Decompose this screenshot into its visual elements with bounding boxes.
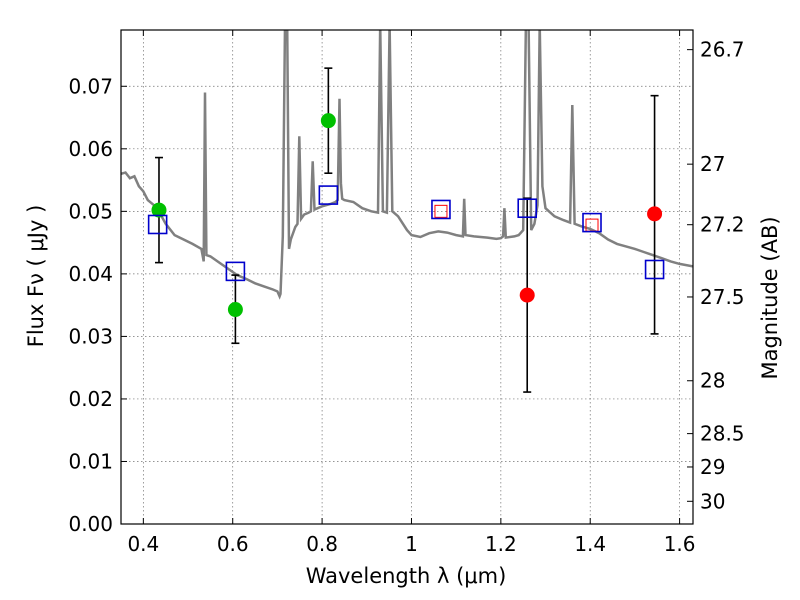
sed-model-curve — [121, 30, 693, 300]
model-box-marker — [582, 212, 602, 233]
right-y-tick-label: 28 — [700, 369, 725, 393]
y-tick-label: 0.03 — [68, 324, 113, 348]
right-y-tick-label: 30 — [700, 489, 725, 513]
y-axis-label: Flux Fν ( μJy ) — [24, 205, 48, 348]
y-tick-label: 0.04 — [68, 262, 113, 286]
x-tick-label: 0.4 — [127, 532, 159, 556]
right-y-tick-label: 28.5 — [700, 422, 745, 446]
y-tick-label: 0.07 — [68, 74, 113, 98]
x-tick-label: 0.6 — [217, 532, 249, 556]
grid-layer — [121, 30, 693, 525]
model-box-marker — [318, 185, 339, 205]
plot-frame — [120, 29, 694, 525]
green-data-point — [151, 202, 167, 218]
right-y-tick-label: 29 — [700, 455, 725, 479]
right-y-tick-label: 26.7 — [700, 38, 745, 62]
points-layer — [147, 67, 665, 393]
y-tick-label: 0.05 — [68, 199, 113, 223]
right-y-tick-label: 27.5 — [700, 285, 745, 309]
model-box-marker — [644, 259, 665, 280]
x-tick-label: 0.8 — [306, 532, 338, 556]
green-data-point — [227, 302, 243, 318]
y-tick-label: 0.01 — [68, 449, 113, 473]
right-y-tick-label: 27.2 — [700, 213, 745, 237]
x-tick-label: 1.6 — [664, 532, 696, 556]
model-box-marker — [225, 261, 246, 282]
right-y-tick-label: 27 — [700, 152, 725, 176]
model-box-marker — [147, 214, 168, 235]
red-data-point — [519, 287, 535, 303]
model-box-marker — [517, 198, 538, 219]
x-tick-label: 1.2 — [485, 532, 517, 556]
red-limit-marker — [434, 204, 448, 218]
green-data-point — [320, 113, 336, 129]
model-box-marker — [431, 199, 451, 220]
sed-curve-layer — [121, 30, 693, 300]
right-y-axis-label: Magnitude (AB) — [758, 216, 782, 379]
y-tick-label: 0.00 — [68, 512, 113, 536]
axes-layer: 0.4 0.6 0.8 1 1.2 1.4 1.6 0.00 0.01 0.02 0.03 0.04 0… — [68, 29, 745, 556]
x-tick-label: 1 — [405, 532, 418, 556]
x-axis-label: Wavelength λ (μm) — [306, 564, 507, 588]
y-tick-label: 0.02 — [68, 387, 113, 411]
red-data-point — [647, 206, 663, 222]
x-tick-label: 1.4 — [574, 532, 606, 556]
y-tick-label: 0.06 — [68, 137, 113, 161]
